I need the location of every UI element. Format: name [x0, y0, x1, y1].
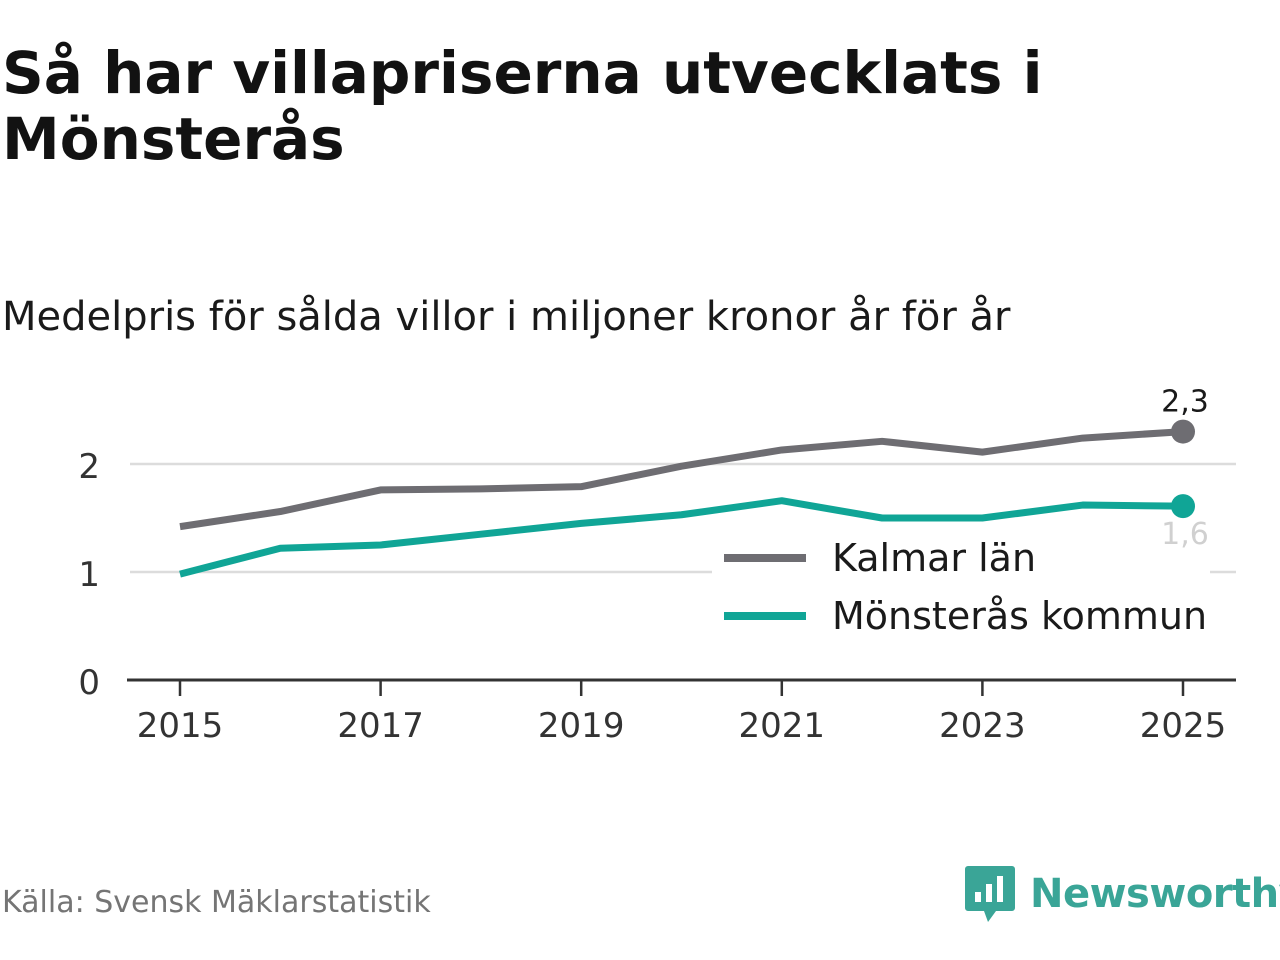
x-tick-label: 2023 — [939, 706, 1026, 746]
x-tick-label: 2017 — [337, 706, 424, 746]
end-label: 1,6 — [1161, 517, 1209, 552]
brand: Newsworthy — [964, 862, 1280, 926]
x-tick-label: 2015 — [137, 706, 224, 746]
newsworthy-logo-icon — [965, 866, 1015, 922]
source-note: Källa: Svensk Mäklarstatistik — [2, 885, 431, 920]
chart-subtitle: Medelpris för sålda villor i miljoner kr… — [2, 294, 1011, 340]
legend-label: Mönsterås kommun — [832, 594, 1207, 638]
x-tick-label: 2025 — [1140, 706, 1227, 746]
x-tick-label: 2019 — [538, 706, 625, 746]
chart-title: Så har villapriserna utvecklats i Mönste… — [2, 39, 1043, 173]
y-axis: 0 1 2 — [78, 447, 100, 703]
series-layer — [179, 428, 1184, 578]
end-labels: 2,3 1,6 — [1161, 385, 1209, 553]
legend: Kalmar län Mönsterås kommun — [712, 536, 1210, 670]
y-tick-label: 2 — [78, 447, 100, 487]
x-axis: 2015 2017 2019 2021 2023 2025 — [127, 678, 1236, 746]
legend-label: Kalmar län — [832, 536, 1036, 580]
series-line-monsteras-kommun — [179, 497, 1184, 578]
brand-name: Newsworthy — [1030, 871, 1280, 917]
end-label: 2,3 — [1161, 385, 1209, 420]
end-point — [1171, 494, 1195, 519]
end-point — [1171, 419, 1195, 444]
y-tick-label: 1 — [78, 555, 100, 595]
x-tick-label: 2021 — [739, 706, 826, 746]
y-tick-label: 0 — [78, 663, 100, 703]
series-line-kalmar-lan — [179, 428, 1184, 531]
line-chart: 2015 2017 2019 2021 2023 2025 0 1 2 Kalmar län M… — [78, 385, 1236, 746]
